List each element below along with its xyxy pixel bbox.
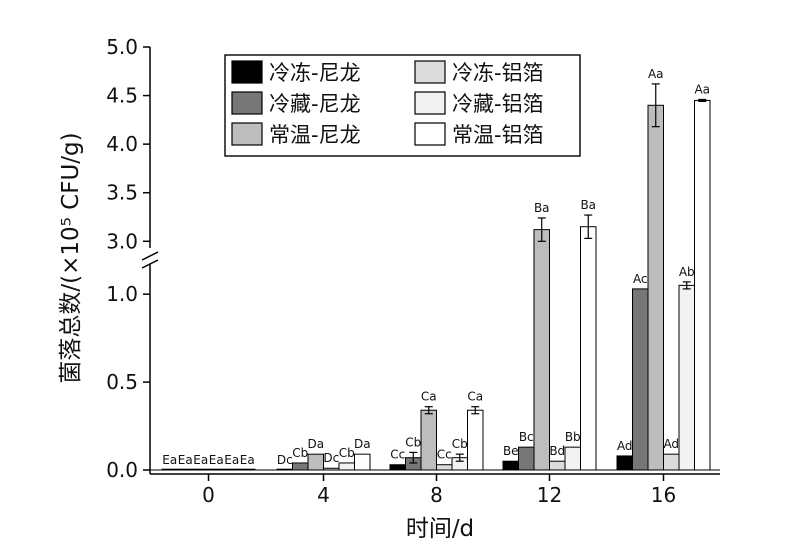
bar-3-4 <box>663 453 680 471</box>
significance-label-3-1: Dc <box>323 451 339 465</box>
legend-swatch-4 <box>414 91 446 115</box>
legend-label-0: 冷冻-尼龙 <box>269 61 361 85</box>
axis-break-mark-lower <box>141 259 159 269</box>
significance-label-0-3: Be <box>503 444 519 458</box>
bar-4-1 <box>338 462 355 471</box>
bar-5-4 <box>694 99 711 471</box>
legend-label-5: 常温-铝箔 <box>452 123 544 147</box>
significance-label-0-0: Ea <box>162 453 177 467</box>
bars-layer <box>161 83 711 471</box>
significance-label-4-4: Ab <box>679 265 695 279</box>
axis-break-mark-upper <box>141 251 159 261</box>
significance-label-1-1: Cb <box>292 446 308 460</box>
bar-2-2 <box>420 409 437 471</box>
legend-label-3: 冷冻-铝箔 <box>452 61 544 85</box>
bar-4-4 <box>678 284 695 471</box>
significance-label-5-4: Aa <box>694 82 710 96</box>
bar-5-3 <box>580 226 597 471</box>
significance-label-1-2: Cb <box>405 435 421 449</box>
bar-3-2 <box>436 464 453 471</box>
bar-5-1 <box>354 453 371 471</box>
significance-label-5-2: Ca <box>467 390 483 404</box>
y-tick-label-upper-2: 4.0 <box>106 132 138 156</box>
legend-swatch-0 <box>231 60 263 84</box>
legend-label-4: 冷藏-铝箔 <box>452 92 544 116</box>
y-tick-label-lower-2: 1.0 <box>106 282 138 306</box>
significance-label-4-1: Cb <box>339 446 355 460</box>
bar-0-4 <box>616 455 633 471</box>
bar-0-3 <box>502 460 519 471</box>
y-tick-label-upper-1: 3.5 <box>106 181 138 205</box>
significance-label-2-1: Da <box>307 437 324 451</box>
y-tick-label-upper-0: 3.0 <box>106 229 138 253</box>
significance-label-1-0: Ea <box>178 453 193 467</box>
legend-swatch-5 <box>414 122 446 146</box>
significance-label-2-2: Ca <box>421 390 437 404</box>
significance-label-4-0: Ea <box>224 453 239 467</box>
significance-label-4-2: Cb <box>452 437 468 451</box>
y-tick-label-upper-3: 4.5 <box>106 84 138 108</box>
significance-label-4-3: Bb <box>565 430 581 444</box>
x-tick-label-0: 0 <box>202 483 215 507</box>
x-tick-label-4: 16 <box>651 483 676 507</box>
significance-label-5-0: Ea <box>240 453 255 467</box>
bar-2-1 <box>307 453 324 471</box>
bar-1-4 <box>632 288 649 471</box>
bar-0-2 <box>389 464 406 471</box>
legend-swatch-1 <box>231 91 263 115</box>
significance-label-3-3: Bd <box>549 444 565 458</box>
significance-label-3-4: Ad <box>663 437 679 451</box>
legend-swatch-2 <box>231 122 263 146</box>
significance-label-2-4: Aa <box>648 67 664 81</box>
legend-frame <box>224 54 581 157</box>
x-tick-label-3: 12 <box>537 483 562 507</box>
y-axis-title: 菌落总数/(×10⁵ CFU/g) <box>58 132 84 383</box>
x-tick-label-2: 8 <box>430 483 443 507</box>
axes-layer: 0.0 0.5 1.0 3.0 3.5 4.0 4.5 5.0 0 4 8 12 16 <box>106 35 720 507</box>
bar-4-3 <box>564 446 581 471</box>
bar-3-3 <box>549 460 566 471</box>
bar-1-1 <box>292 462 309 471</box>
legend-swatch-3 <box>414 60 446 84</box>
y-tick-label-lower-0: 0.0 <box>106 458 138 482</box>
y-tick-label-lower-1: 0.5 <box>106 370 138 394</box>
significance-label-2-0: Ea <box>193 453 208 467</box>
legend-label-1: 冷藏-尼龙 <box>269 92 361 116</box>
bar-1-3 <box>518 446 535 471</box>
significance-label-0-4: Ad <box>617 439 633 453</box>
legend-label-2: 常温-尼龙 <box>269 123 361 147</box>
bar-2-4 <box>647 104 664 471</box>
x-axis-title: 时间/d <box>406 516 474 542</box>
significance-label-0-2: Cc <box>390 448 405 462</box>
significance-label-2-3: Ba <box>534 201 550 215</box>
significance-label-1-4: Ac <box>633 272 648 286</box>
significance-label-0-1: Dc <box>277 453 293 467</box>
y-tick-label-upper-4: 5.0 <box>106 35 138 59</box>
bar-2-3 <box>533 229 550 471</box>
significance-label-5-3: Ba <box>580 198 596 212</box>
significance-label-3-2: Cc <box>437 448 452 462</box>
x-tick-label-1: 4 <box>317 483 330 507</box>
significance-label-1-3: Bc <box>519 430 534 444</box>
bar-5-2 <box>467 409 484 471</box>
significance-label-5-1: Da <box>354 437 371 451</box>
significance-label-3-0: Ea <box>209 453 224 467</box>
